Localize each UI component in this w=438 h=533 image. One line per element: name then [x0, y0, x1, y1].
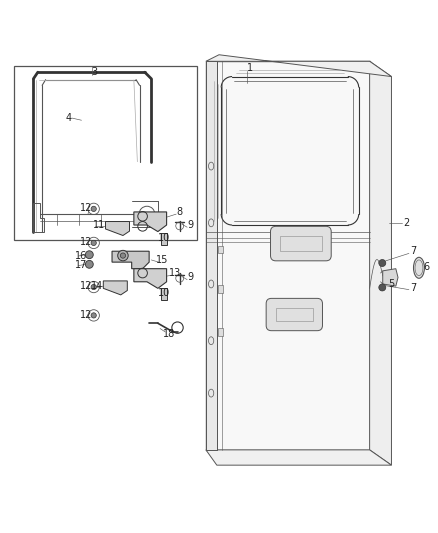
Text: 15: 15	[156, 255, 169, 265]
Bar	[161, 288, 167, 300]
Text: 9: 9	[187, 220, 194, 230]
Text: 7: 7	[410, 284, 417, 293]
Text: 4: 4	[65, 113, 71, 123]
Text: 12: 12	[80, 310, 92, 319]
FancyBboxPatch shape	[266, 298, 322, 330]
Text: 5: 5	[389, 279, 395, 289]
Polygon shape	[206, 55, 392, 77]
Circle shape	[85, 261, 93, 268]
Circle shape	[118, 251, 128, 261]
Polygon shape	[370, 61, 392, 465]
Text: 12: 12	[80, 281, 92, 291]
Polygon shape	[206, 61, 217, 450]
Text: 10: 10	[158, 288, 170, 298]
Circle shape	[120, 253, 126, 258]
Circle shape	[91, 206, 96, 212]
Bar	[161, 233, 167, 245]
Text: 9: 9	[187, 272, 194, 282]
Text: 8: 8	[177, 207, 183, 217]
Text: 10: 10	[158, 233, 170, 243]
Polygon shape	[106, 222, 130, 236]
Text: 11: 11	[93, 220, 105, 230]
Text: 12: 12	[80, 203, 92, 213]
Polygon shape	[112, 251, 149, 269]
Circle shape	[91, 240, 96, 246]
Text: 17: 17	[75, 260, 88, 270]
Polygon shape	[383, 269, 398, 286]
Text: 12: 12	[80, 238, 92, 247]
Circle shape	[85, 251, 93, 259]
Bar	[280, 236, 321, 251]
Circle shape	[379, 260, 386, 266]
Polygon shape	[206, 450, 392, 465]
Text: 18: 18	[162, 329, 175, 339]
Bar	[276, 308, 313, 321]
Bar	[218, 246, 223, 253]
Bar	[218, 328, 223, 336]
Ellipse shape	[413, 257, 424, 278]
Text: 6: 6	[424, 262, 429, 271]
Circle shape	[91, 313, 96, 318]
FancyBboxPatch shape	[271, 227, 331, 261]
Circle shape	[379, 284, 386, 291]
Text: 2: 2	[404, 218, 410, 228]
Bar	[218, 285, 223, 293]
Polygon shape	[206, 61, 370, 450]
Polygon shape	[134, 212, 166, 231]
Polygon shape	[103, 281, 127, 295]
Polygon shape	[134, 269, 166, 288]
Text: 16: 16	[75, 251, 88, 261]
Circle shape	[91, 285, 96, 289]
Text: 7: 7	[410, 246, 417, 256]
Text: 3: 3	[92, 67, 98, 77]
Text: 1: 1	[247, 63, 253, 73]
Text: 14: 14	[91, 281, 103, 291]
Bar	[14, 66, 197, 240]
Text: 13: 13	[169, 268, 181, 278]
